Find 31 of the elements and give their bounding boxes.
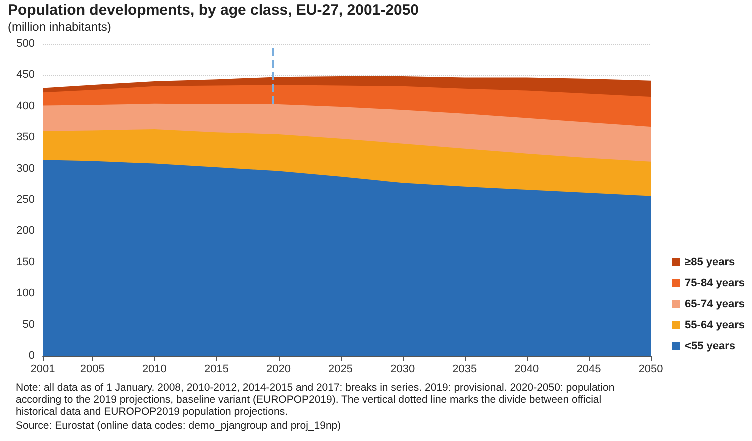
x-tick-label: 2035 [452, 364, 478, 376]
chart-title: Population developments, by age class, EU-27, 2001-2050 [8, 2, 419, 19]
source-note: Source: Eurostat (online data codes: demo_pjangroup and proj_19np) [16, 420, 342, 432]
x-tick-label: 2015 [204, 364, 229, 376]
legend-label: 55-64 years [685, 320, 746, 332]
y-tick-label: 250 [16, 194, 35, 206]
x-tick-label: 2050 [638, 364, 664, 376]
legend-label: <55 years [685, 340, 736, 352]
legend-label: 75-84 years [685, 278, 746, 290]
legend-label: 65-74 years [685, 298, 746, 310]
x-tick-label: 2040 [514, 364, 540, 376]
y-tick-label: 200 [16, 225, 35, 238]
y-tick-label: 0 [28, 350, 35, 362]
y-tick-label: 300 [16, 162, 35, 175]
y-tick-label: 50 [22, 318, 35, 331]
x-tick-label: 2045 [576, 364, 602, 376]
y-tick-label: 500 [16, 38, 35, 50]
x-tick-label: 2010 [142, 364, 167, 376]
x-tick-label: 2001 [30, 364, 56, 376]
y-tick-label: 150 [16, 256, 35, 268]
y-tick-label: 350 [16, 132, 35, 144]
y-tick-label: 400 [16, 100, 35, 112]
text: Note: all data as of 1 January. 2008, 2010-2012, 2014-2015 and 2017: breaks in series. 2019: provisional. 2020-2050: population according to the 2019 projections, baseline variant (EUROPOP2019). The vertical dotted line marks the divide between official historical data and EUROPOP2019 population projections. [16, 382, 616, 418]
x-tick-label: 2005 [80, 364, 105, 376]
legend-label: ≥85 years [685, 256, 736, 268]
chart-subtitle: (million inhabitants) [8, 20, 112, 34]
y-tick-label: 100 [16, 288, 35, 300]
y-tick-label: 450 [16, 69, 35, 82]
x-tick-label: 2025 [328, 364, 354, 376]
x-tick-label: 2020 [266, 364, 291, 376]
x-tick-label: 2030 [390, 364, 416, 376]
